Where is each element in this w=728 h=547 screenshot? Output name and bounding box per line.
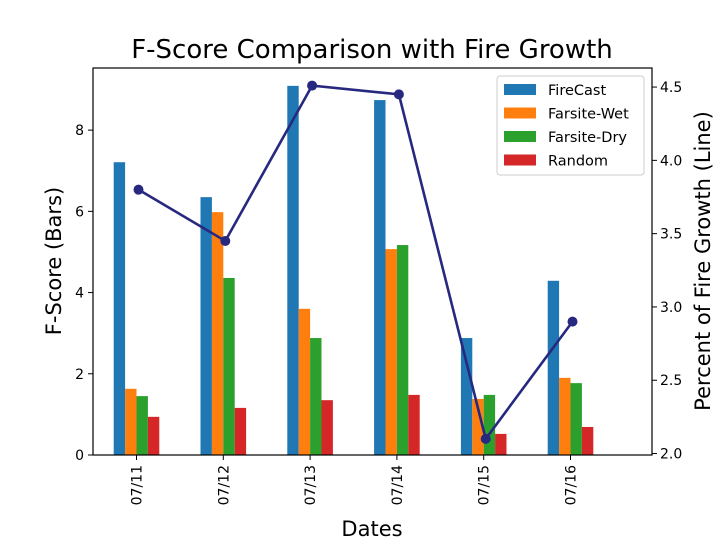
plot-frame bbox=[92, 67, 653, 456]
bar-farsite-wet-07-11 bbox=[125, 388, 137, 455]
legend-label: FireCast bbox=[548, 83, 606, 99]
legend-label: Farsite-Wet bbox=[548, 107, 629, 123]
y2-tick-label: 3.0 bbox=[660, 300, 682, 316]
bar-random-07-15 bbox=[495, 433, 507, 455]
bar-firecast-07-13 bbox=[287, 85, 299, 455]
y2-tick-label: 4.5 bbox=[660, 80, 682, 96]
bar-farsite-dry-07-14 bbox=[396, 245, 409, 455]
bar-farsite-wet-07-14 bbox=[385, 249, 397, 455]
bar-farsite-dry-07-15 bbox=[483, 394, 496, 455]
bar-farsite-wet-07-12 bbox=[211, 212, 224, 455]
fire-growth-line bbox=[133, 80, 578, 444]
y2-tick-label: 3.5 bbox=[660, 227, 682, 243]
bar-random-07-11 bbox=[147, 416, 160, 455]
y-tick-label: 2 bbox=[75, 367, 84, 383]
bar-random-07-13 bbox=[321, 400, 333, 455]
bar-firecast-07-11 bbox=[113, 162, 126, 455]
y-tick-label: 6 bbox=[75, 204, 84, 220]
legend-swatch bbox=[504, 84, 536, 95]
fire-growth-marker bbox=[307, 80, 318, 91]
fire-growth-marker bbox=[393, 89, 404, 100]
legend-label: Farsite-Dry bbox=[548, 130, 627, 146]
bar-firecast-07-12 bbox=[200, 197, 212, 455]
y-axis-label: F-Score (Bars) bbox=[42, 187, 66, 335]
bar-farsite-wet-07-16 bbox=[559, 377, 571, 455]
x-axis-label: Dates bbox=[341, 517, 402, 541]
bar-random-07-12 bbox=[234, 407, 247, 455]
y2-tick-label: 2.5 bbox=[660, 373, 682, 389]
x-tick-label: 07/14 bbox=[390, 465, 406, 505]
y-tick-label: 0 bbox=[75, 448, 84, 464]
bar-farsite-dry-07-11 bbox=[136, 396, 148, 455]
legend-box bbox=[496, 75, 645, 176]
fire-growth-marker bbox=[480, 433, 491, 444]
bar-firecast-07-15 bbox=[460, 338, 473, 455]
x-axis-ticks: 07/11 07/12 07/13 07/14 07/15 07/16 bbox=[130, 455, 580, 505]
legend-label: Random bbox=[548, 154, 608, 170]
y-tick-label: 8 bbox=[75, 123, 84, 139]
fire-growth-polyline bbox=[137, 84, 574, 442]
y2-tick-label: 2.0 bbox=[660, 447, 682, 463]
x-tick-label: 07/12 bbox=[216, 465, 232, 505]
y2-axis-label: Percent of Fire Growth (Line) bbox=[691, 111, 715, 411]
bar-farsite-dry-07-16 bbox=[570, 383, 582, 455]
bar-series-group bbox=[113, 85, 594, 455]
x-tick-label: 07/15 bbox=[477, 465, 493, 505]
bar-farsite-wet-07-13 bbox=[298, 308, 311, 455]
bar-firecast-07-14 bbox=[374, 100, 386, 455]
legend-swatch bbox=[504, 154, 536, 166]
legend-swatch bbox=[504, 107, 536, 119]
bar-random-07-14 bbox=[408, 394, 420, 455]
y2-tick-label: 4.0 bbox=[660, 153, 682, 169]
left-axis-ticks: 0 2 4 6 8 bbox=[75, 123, 93, 464]
legend-swatch bbox=[504, 131, 536, 142]
x-tick-label: 07/11 bbox=[130, 465, 146, 505]
fire-growth-marker bbox=[133, 184, 144, 195]
chart-title: F-Score Comparison with Fire Growth bbox=[131, 35, 613, 65]
bar-firecast-07-16 bbox=[547, 280, 560, 455]
legend: FireCast Farsite-Wet Farsite-Dry Random bbox=[496, 75, 645, 176]
bar-random-07-16 bbox=[581, 426, 594, 455]
bar-farsite-dry-07-13 bbox=[310, 338, 322, 455]
right-axis-ticks: 2.0 2.5 3.0 3.5 4.0 4.5 bbox=[652, 80, 682, 463]
fire-growth-marker bbox=[567, 316, 578, 327]
fire-growth-marker bbox=[220, 235, 231, 246]
bar-farsite-dry-07-12 bbox=[223, 277, 235, 455]
x-tick-label: 07/16 bbox=[564, 465, 580, 505]
x-tick-label: 07/13 bbox=[303, 465, 319, 505]
y-tick-label: 4 bbox=[75, 286, 84, 302]
bar-farsite-wet-07-15 bbox=[472, 398, 484, 455]
